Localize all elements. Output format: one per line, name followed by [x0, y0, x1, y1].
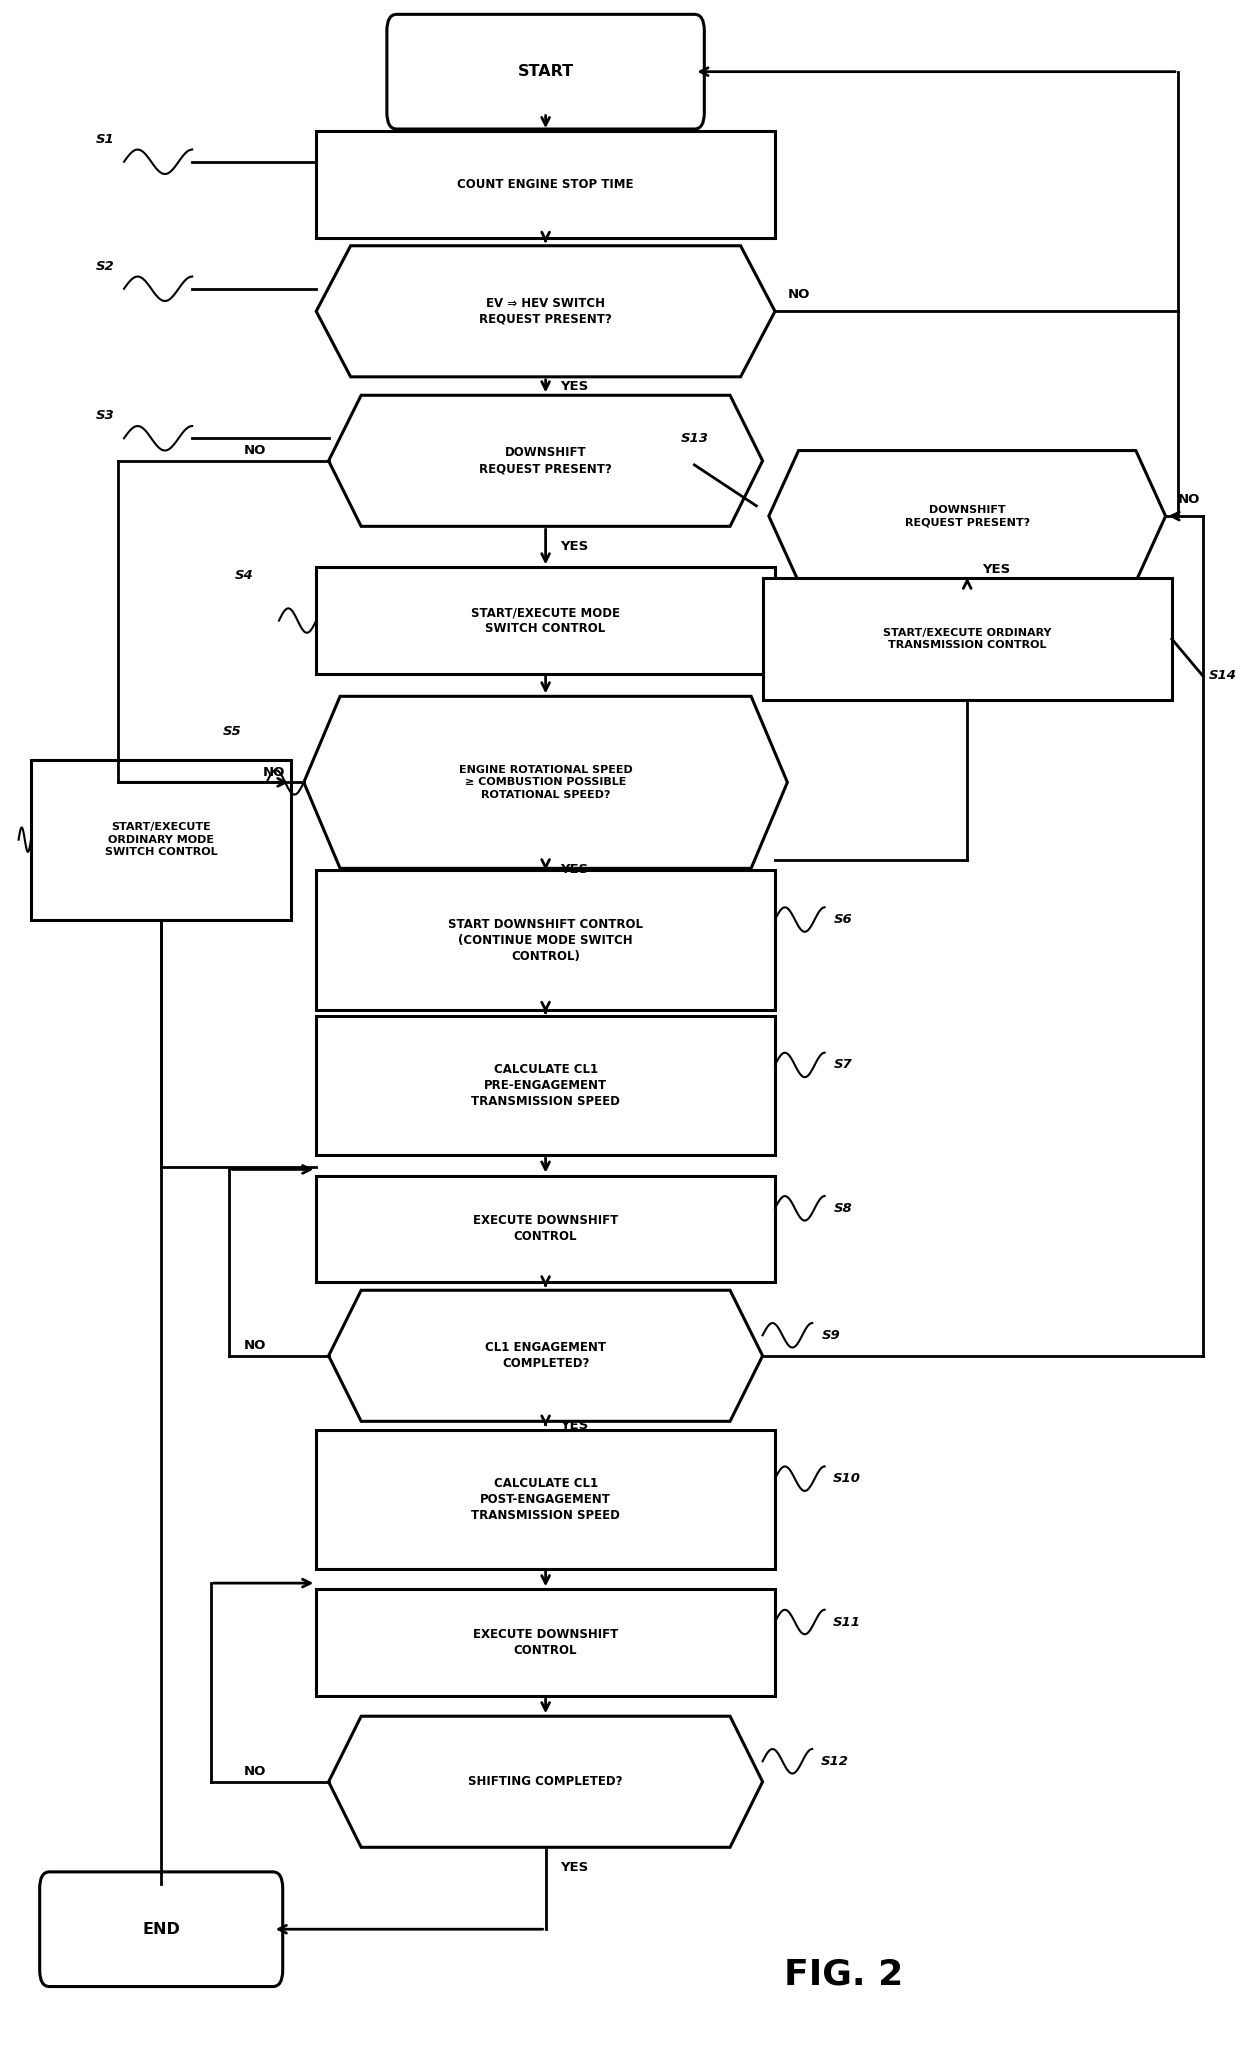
Text: START: START — [517, 63, 574, 80]
Text: S5: S5 — [222, 725, 242, 737]
Text: NO: NO — [244, 1765, 267, 1778]
FancyBboxPatch shape — [316, 1589, 775, 1696]
Text: NO: NO — [244, 1339, 267, 1352]
Text: YES: YES — [982, 563, 1011, 575]
FancyBboxPatch shape — [316, 1016, 775, 1155]
Text: DOWNSHIFT
REQUEST PRESENT?: DOWNSHIFT REQUEST PRESENT? — [479, 446, 613, 475]
Polygon shape — [304, 696, 787, 868]
Text: YES: YES — [560, 862, 589, 877]
Text: START/EXECUTE MODE
SWITCH CONTROL: START/EXECUTE MODE SWITCH CONTROL — [471, 606, 620, 635]
Text: YES: YES — [560, 541, 589, 553]
Text: START/EXECUTE
ORDINARY MODE
SWITCH CONTROL: START/EXECUTE ORDINARY MODE SWITCH CONTR… — [105, 823, 217, 856]
FancyBboxPatch shape — [763, 578, 1172, 700]
Text: NO: NO — [1178, 494, 1200, 506]
Text: FIG. 2: FIG. 2 — [784, 1958, 903, 1991]
Text: DOWNSHIFT
REQUEST PRESENT?: DOWNSHIFT REQUEST PRESENT? — [905, 506, 1029, 526]
Text: START DOWNSHIFT CONTROL
(CONTINUE MODE SWITCH
CONTROL): START DOWNSHIFT CONTROL (CONTINUE MODE S… — [448, 918, 644, 963]
Text: EXECUTE DOWNSHIFT
CONTROL: EXECUTE DOWNSHIFT CONTROL — [472, 1214, 619, 1243]
FancyBboxPatch shape — [316, 131, 775, 238]
Text: YES: YES — [560, 1419, 589, 1432]
Text: NO: NO — [244, 444, 267, 457]
Text: CALCULATE CL1
POST-ENGAGEMENT
TRANSMISSION SPEED: CALCULATE CL1 POST-ENGAGEMENT TRANSMISSI… — [471, 1477, 620, 1522]
Text: EV ⇒ HEV SWITCH
REQUEST PRESENT?: EV ⇒ HEV SWITCH REQUEST PRESENT? — [479, 297, 613, 326]
Text: S12: S12 — [821, 1755, 848, 1767]
Polygon shape — [769, 451, 1166, 582]
Text: S2: S2 — [95, 260, 115, 272]
Text: S10: S10 — [833, 1473, 861, 1485]
Polygon shape — [329, 395, 763, 526]
FancyBboxPatch shape — [316, 1430, 775, 1569]
Text: S6: S6 — [833, 913, 853, 926]
Polygon shape — [329, 1716, 763, 1847]
Text: S1: S1 — [95, 133, 115, 145]
Text: S9: S9 — [821, 1329, 841, 1341]
Text: S7: S7 — [833, 1059, 853, 1071]
Text: EXECUTE DOWNSHIFT
CONTROL: EXECUTE DOWNSHIFT CONTROL — [472, 1628, 619, 1657]
Text: S4: S4 — [234, 569, 254, 582]
Text: SHIFTING COMPLETED?: SHIFTING COMPLETED? — [469, 1776, 622, 1788]
FancyBboxPatch shape — [316, 567, 775, 674]
Text: S14: S14 — [1209, 670, 1238, 682]
Text: NO: NO — [263, 766, 285, 778]
FancyBboxPatch shape — [31, 760, 291, 920]
Text: YES: YES — [560, 379, 589, 393]
Text: END: END — [143, 1921, 180, 1937]
Text: CALCULATE CL1
PRE-ENGAGEMENT
TRANSMISSION SPEED: CALCULATE CL1 PRE-ENGAGEMENT TRANSMISSIO… — [471, 1063, 620, 1108]
Text: S8: S8 — [833, 1202, 853, 1214]
Polygon shape — [329, 1290, 763, 1421]
Text: S11: S11 — [833, 1616, 861, 1628]
Text: S13: S13 — [681, 432, 708, 444]
Polygon shape — [316, 246, 775, 377]
Text: CL1 ENGAGEMENT
COMPLETED?: CL1 ENGAGEMENT COMPLETED? — [485, 1341, 606, 1370]
Text: NO: NO — [787, 289, 810, 301]
Text: S3: S3 — [95, 410, 115, 422]
FancyBboxPatch shape — [316, 870, 775, 1010]
FancyBboxPatch shape — [316, 1176, 775, 1282]
Text: ENGINE ROTATIONAL SPEED
≥ COMBUSTION POSSIBLE
ROTATIONAL SPEED?: ENGINE ROTATIONAL SPEED ≥ COMBUSTION POS… — [459, 766, 632, 799]
FancyBboxPatch shape — [40, 1872, 283, 1987]
Text: START/EXECUTE ORDINARY
TRANSMISSION CONTROL: START/EXECUTE ORDINARY TRANSMISSION CONT… — [883, 629, 1052, 649]
Text: COUNT ENGINE STOP TIME: COUNT ENGINE STOP TIME — [458, 178, 634, 190]
Text: YES: YES — [560, 1862, 589, 1874]
FancyBboxPatch shape — [387, 14, 704, 129]
